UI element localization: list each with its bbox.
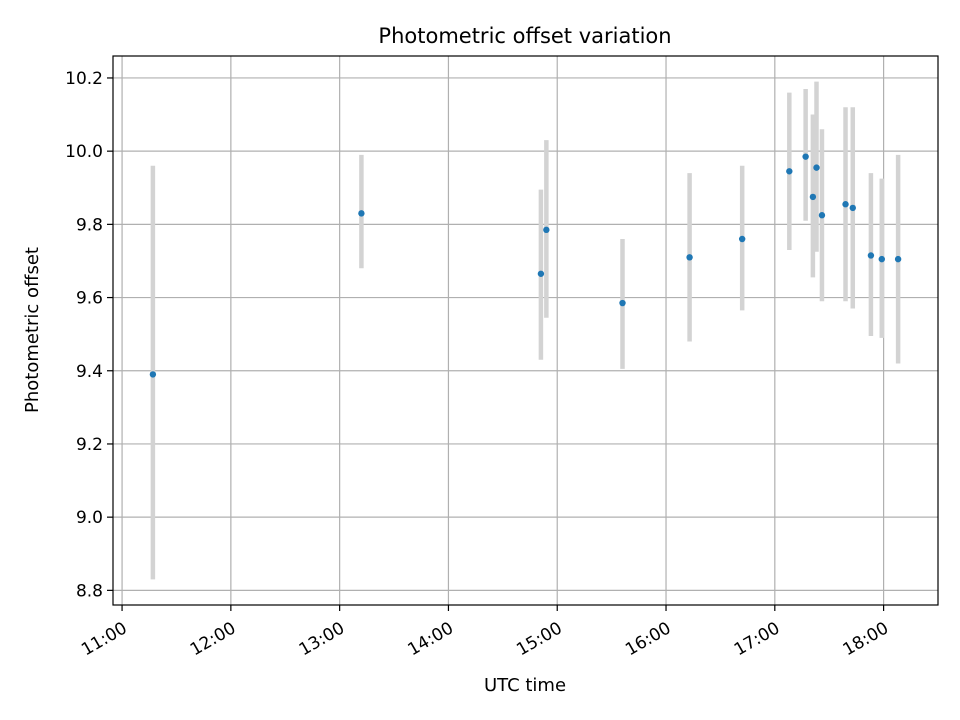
data-point bbox=[894, 255, 902, 263]
y-axis-label: Photometric offset bbox=[22, 247, 43, 413]
data-points bbox=[149, 153, 902, 378]
data-point bbox=[818, 212, 826, 219]
data-point bbox=[543, 226, 550, 234]
data-point bbox=[686, 254, 693, 261]
y-tick-label: 10.0 bbox=[65, 142, 103, 162]
grid bbox=[113, 56, 938, 605]
data-point bbox=[619, 299, 626, 307]
data-point bbox=[867, 252, 875, 259]
data-point bbox=[849, 204, 856, 212]
plot-frame bbox=[112, 55, 939, 606]
data-point bbox=[537, 270, 545, 277]
data-point bbox=[786, 168, 793, 175]
data-point bbox=[802, 153, 809, 160]
x-axis-label: UTC time bbox=[484, 675, 566, 696]
y-tick-label: 9.4 bbox=[76, 362, 103, 382]
data-point bbox=[738, 235, 746, 243]
data-point bbox=[149, 371, 157, 378]
y-tick-label: 9.8 bbox=[76, 215, 103, 235]
y-tick-label: 9.2 bbox=[76, 435, 103, 455]
y-tick-label: 10.2 bbox=[65, 69, 103, 89]
y-tick-label: 9.6 bbox=[76, 289, 103, 309]
data-point bbox=[813, 164, 820, 171]
chart-title: Photometric offset variation bbox=[378, 24, 671, 48]
data-point bbox=[358, 210, 365, 217]
y-tick-label: 9.0 bbox=[76, 508, 103, 528]
y-tick-label: 8.8 bbox=[76, 581, 103, 601]
data-point bbox=[842, 201, 849, 208]
data-point bbox=[878, 255, 885, 263]
data-point bbox=[809, 193, 817, 201]
